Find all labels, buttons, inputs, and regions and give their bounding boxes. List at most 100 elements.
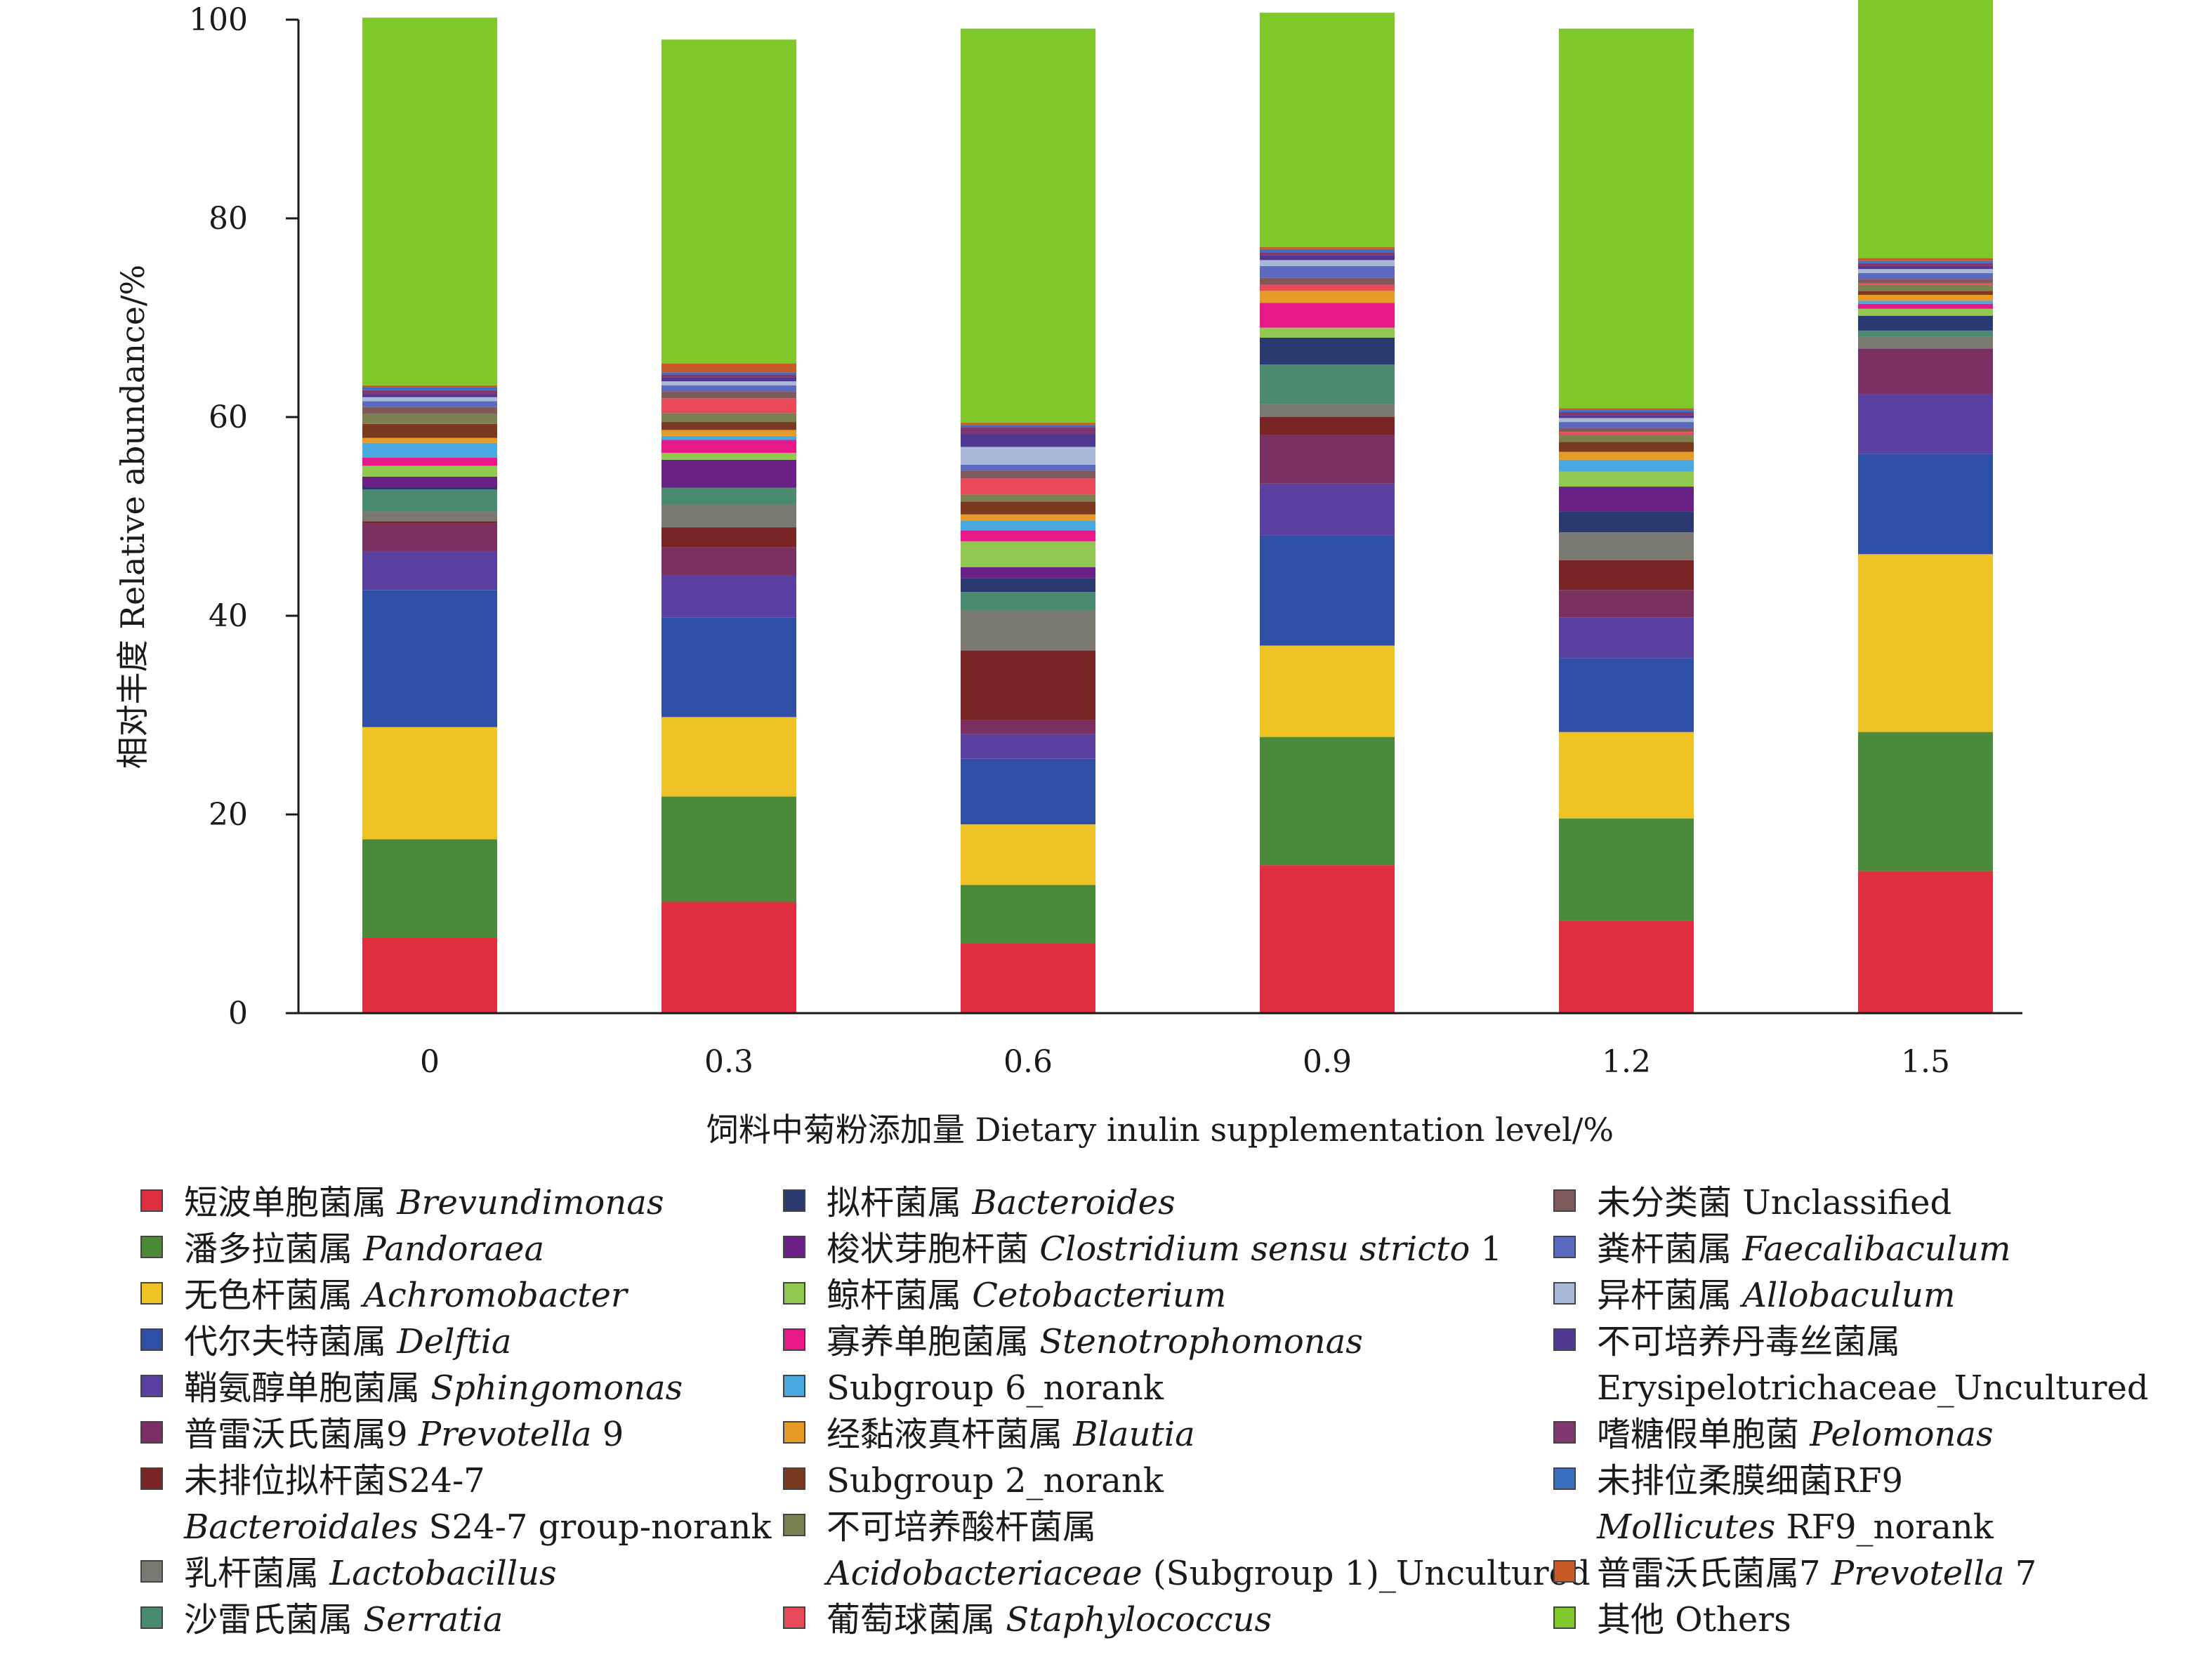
bar-segment xyxy=(661,363,796,373)
legend-swatch xyxy=(1553,1236,1576,1258)
legend-label-part: 未分类菌 xyxy=(1597,1183,1743,1222)
legend-swatch xyxy=(1553,1421,1576,1444)
bar-segment xyxy=(362,521,497,524)
bar-segment xyxy=(1260,291,1395,303)
bar-segment xyxy=(1559,617,1694,659)
legend-label: 代尔夫特菌属 Delftia xyxy=(184,1319,512,1365)
legend-label-part: Bacteroides xyxy=(972,1183,1176,1222)
bar-segment xyxy=(1858,284,1993,291)
legend-item: 寡养单胞菌属 Stenotrophomonas xyxy=(783,1319,1363,1365)
bar-segment xyxy=(661,372,796,375)
legend-label-part: Subgroup 2_norank xyxy=(827,1461,1164,1500)
legend-label: 嗜糖假单胞菌 Pelomonas xyxy=(1597,1411,1994,1458)
legend-swatch xyxy=(1553,1189,1576,1212)
legend-item: 梭状芽胞杆菌 Clostridium sensu stricto 1 xyxy=(783,1226,1502,1272)
bar-stack-1.5 xyxy=(1858,0,1993,1013)
bar-segment xyxy=(1260,865,1395,1013)
bar-segment xyxy=(1858,291,1993,295)
legend-item: Subgroup 2_norank xyxy=(783,1458,1164,1504)
legend-label-part: Subgroup 6_norank xyxy=(827,1368,1164,1408)
bar-segment xyxy=(1559,442,1694,452)
bar-segment xyxy=(1559,487,1694,512)
bar-stack-0.3 xyxy=(661,39,796,1013)
x-tick-label: 0.9 xyxy=(1303,1044,1352,1080)
legend-label-part: 沙雷氏菌属 xyxy=(184,1600,364,1639)
legend-label-part: Acidobacteriaceae xyxy=(827,1554,1143,1593)
bar-segment xyxy=(1559,418,1694,423)
legend-item: 沙雷氏菌属 Serratia xyxy=(140,1597,503,1643)
legend-label: 未排位柔膜细菌RF9 Mollicutes RF9_norank xyxy=(1597,1458,1994,1550)
bar-segment xyxy=(1559,511,1694,533)
legend-swatch xyxy=(140,1236,163,1258)
bar-segment xyxy=(661,435,796,440)
legend-label: 异杆菌属 Allobaculum xyxy=(1597,1272,1955,1319)
legend-label: 普雷沃氏菌属7 Prevotella 7 xyxy=(1597,1550,2036,1597)
bar-segment xyxy=(961,28,1095,423)
bar-segment xyxy=(961,541,1095,567)
legend-label-part: Serratia xyxy=(363,1600,503,1639)
legend-label-part: 代尔夫特菌属 xyxy=(184,1322,397,1361)
bar-segment xyxy=(961,943,1095,1013)
legend-swatch xyxy=(1553,1282,1576,1305)
legend-label-part: RF9_norank xyxy=(1775,1507,1994,1547)
y-tick-label: 20 xyxy=(209,797,248,833)
bar-segment xyxy=(1858,279,1993,283)
legend-label-part: 异杆菌属 xyxy=(1597,1276,1743,1315)
legend-label-part: 不可培养酸杆菌属 xyxy=(827,1507,1097,1547)
bar-segment xyxy=(1559,732,1694,819)
bar-segment xyxy=(1858,260,1993,263)
bar-segment xyxy=(362,727,497,840)
bar-segment xyxy=(661,574,796,618)
legend-swatch xyxy=(140,1375,163,1397)
legend-label-part: Others xyxy=(1675,1600,1791,1639)
bar-segment xyxy=(1858,554,1993,732)
legend-label-part: 普雷沃氏菌属7 xyxy=(1597,1554,1831,1593)
bar-segment xyxy=(1260,249,1395,253)
legend-label: 经黏液真杆菌属 Blautia xyxy=(827,1411,1195,1458)
bar-segment xyxy=(1260,737,1395,866)
legend-label-part: Pandoraea xyxy=(363,1229,545,1269)
bar-segment xyxy=(362,401,497,407)
legend-label: Subgroup 2_norank xyxy=(827,1458,1164,1504)
legend-label: 乳杆菌属 Lactobacillus xyxy=(184,1550,557,1597)
bar-segment xyxy=(1858,258,1993,261)
legend-swatch xyxy=(140,1606,163,1629)
legend-swatch xyxy=(783,1421,805,1444)
bar-segment xyxy=(1559,411,1694,416)
bar-segment xyxy=(661,504,796,528)
bar-segment xyxy=(661,487,796,505)
bar-segment xyxy=(362,414,497,424)
bar-segment xyxy=(1559,422,1694,428)
legend-swatch xyxy=(140,1328,163,1351)
x-tick-label: 0.3 xyxy=(704,1044,753,1080)
legend-label-part: Allobaculum xyxy=(1742,1276,1956,1315)
legend-swatch xyxy=(783,1236,805,1258)
bar-segment xyxy=(1858,303,1993,309)
legend-label-part: Staphylococcus xyxy=(1006,1600,1272,1639)
legend-label-part: S24-7 group-norank xyxy=(418,1507,772,1547)
legend-swatch xyxy=(783,1328,805,1351)
legend-item: 未分类菌 Unclassified xyxy=(1553,1180,1951,1226)
legend-label-part: 寡养单胞菌属 xyxy=(827,1322,1040,1361)
bar-segment xyxy=(661,902,796,1013)
bar-segment xyxy=(1858,272,1993,279)
bar-segment xyxy=(1260,535,1395,646)
legend-label-part: Achromobacter xyxy=(363,1276,627,1315)
legend-label-part: 短波单胞菌属 xyxy=(184,1183,397,1222)
bar-segment xyxy=(961,464,1095,471)
bar-segment xyxy=(362,466,497,477)
legend-item: 鲸杆菌属 Cetobacterium xyxy=(783,1272,1226,1319)
legend-label: 其他 Others xyxy=(1597,1597,1791,1643)
bar-segment xyxy=(661,459,796,488)
legend-label-part: 拟杆菌属 xyxy=(827,1183,973,1222)
legend-label-part: 粪杆菌属 xyxy=(1597,1229,1743,1269)
bar-segment xyxy=(1858,871,1993,1013)
bar-segment xyxy=(362,394,497,397)
bar-segment xyxy=(1559,560,1694,590)
bar-segment xyxy=(961,567,1095,579)
bar-segment xyxy=(661,385,796,392)
legend-swatch xyxy=(140,1421,163,1444)
legend-swatch xyxy=(140,1560,163,1583)
legend-label-part: 葡萄球菌属 xyxy=(827,1600,1006,1639)
bar-stack-0.6 xyxy=(961,28,1095,1013)
